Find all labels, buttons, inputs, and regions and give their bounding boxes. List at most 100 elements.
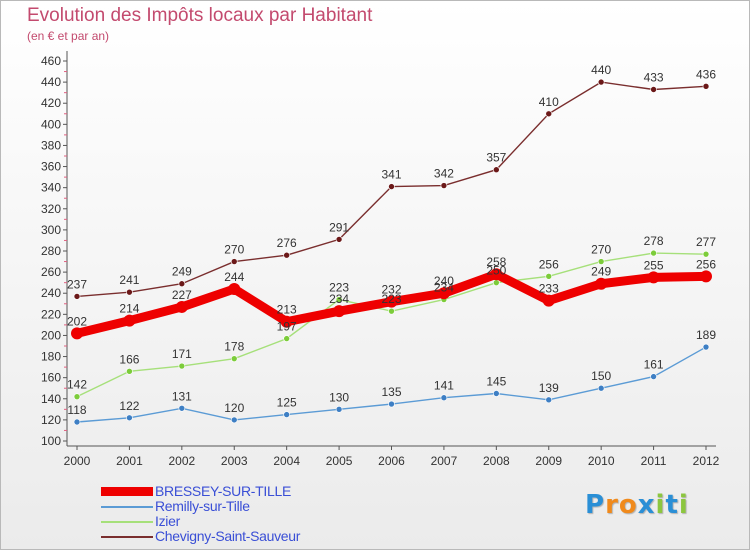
data-point (650, 249, 657, 257)
data-point (230, 258, 238, 265)
legend-swatch-remilly (101, 506, 153, 508)
data-label: 237 (67, 277, 87, 291)
data-label: 233 (539, 282, 559, 296)
data-point (126, 288, 133, 296)
data-label: 250 (486, 264, 506, 278)
data-point (123, 314, 136, 327)
data-label: 255 (644, 258, 664, 272)
data-label: 249 (172, 265, 192, 279)
data-label: 278 (644, 234, 664, 248)
data-point (597, 258, 605, 265)
data-point (440, 182, 448, 189)
data-label: 291 (329, 220, 349, 234)
data-point (700, 270, 712, 283)
data-point (702, 343, 710, 351)
data-label: 258 (486, 255, 506, 269)
logo-letter: i (678, 490, 689, 520)
data-point (385, 295, 398, 308)
data-point (597, 78, 605, 86)
data-label: 249 (591, 265, 611, 279)
data-point (280, 315, 293, 328)
logo-letter: r (605, 490, 619, 520)
y-tick-label: 360 (41, 160, 61, 174)
x-tick-label: 2006 (378, 454, 405, 468)
data-point (597, 384, 605, 392)
data-label: 150 (591, 369, 611, 383)
data-point (283, 411, 290, 418)
y-tick-label: 200 (41, 328, 61, 342)
data-label: 223 (329, 281, 349, 295)
data-point (388, 400, 395, 408)
data-label: 256 (539, 257, 559, 271)
data-point (388, 307, 395, 315)
logo-letter: t (665, 490, 679, 520)
data-label: 240 (434, 274, 454, 288)
x-tick-label: 2009 (535, 454, 562, 468)
data-label: 197 (277, 320, 297, 334)
data-point (333, 305, 346, 318)
y-tick-label: 440 (41, 75, 61, 89)
data-label: 234 (329, 292, 349, 306)
legend-label-chevigny: Chevigny-Saint-Sauveur (155, 528, 301, 544)
logo-letter: o (618, 490, 638, 520)
x-tick-label: 2001 (116, 454, 143, 468)
y-tick-label: 120 (41, 413, 61, 427)
logo-letter: x (637, 490, 656, 520)
y-tick-label: 100 (41, 434, 61, 448)
data-point (545, 110, 553, 118)
x-tick-label: 2004 (273, 454, 300, 468)
x-tick-label: 2005 (326, 454, 353, 468)
data-point (73, 418, 81, 426)
data-point (545, 273, 553, 280)
data-point (178, 280, 186, 288)
data-point (335, 236, 343, 243)
data-label: 171 (172, 347, 192, 361)
y-tick-label: 400 (41, 117, 61, 131)
data-point (542, 294, 555, 307)
data-point (650, 373, 657, 380)
data-point (126, 368, 133, 375)
x-tick-label: 2002 (168, 454, 195, 468)
data-label: 161 (644, 358, 664, 372)
data-label: 118 (67, 403, 86, 417)
logo-letter: i (655, 490, 666, 520)
data-label: 440 (591, 63, 611, 77)
data-point (283, 335, 290, 342)
data-label: 202 (67, 314, 87, 328)
y-tick-label: 240 (41, 286, 61, 300)
data-point (283, 251, 290, 259)
data-label: 433 (644, 71, 664, 85)
data-point (71, 327, 83, 340)
y-tick-label: 220 (41, 307, 61, 321)
legend-swatch-chevigny (101, 536, 153, 538)
y-tick-label: 140 (41, 392, 61, 406)
legend-label-izier: Izier (155, 513, 180, 529)
y-tick-label: 340 (41, 181, 61, 195)
data-label: 178 (224, 340, 244, 354)
data-label: 214 (119, 302, 139, 316)
legend-item-izier: Izier (101, 513, 401, 529)
data-label: 139 (539, 381, 559, 395)
x-tick-label: 2010 (588, 454, 615, 468)
legend-swatch-izier (101, 521, 153, 523)
data-label: 125 (277, 396, 297, 410)
proxiti-logo: Proxiti (585, 490, 689, 520)
data-label: 145 (486, 375, 506, 389)
data-point (335, 406, 343, 413)
data-point (437, 287, 450, 300)
data-label: 227 (172, 288, 192, 302)
chart-subtitle: (en € et par an) (27, 29, 110, 43)
data-point (178, 362, 186, 370)
x-tick-label: 2011 (641, 454, 667, 468)
y-tick-label: 380 (41, 138, 61, 152)
data-point (178, 404, 186, 412)
data-point (73, 393, 81, 400)
legend-item-chevigny: Chevigny-Saint-Sauveur (101, 528, 401, 544)
y-tick-label: 300 (41, 223, 61, 237)
data-point (702, 250, 710, 258)
data-point (126, 414, 133, 422)
x-tick-label: 2007 (431, 454, 458, 468)
data-point (647, 271, 660, 284)
data-label: 122 (119, 399, 139, 413)
